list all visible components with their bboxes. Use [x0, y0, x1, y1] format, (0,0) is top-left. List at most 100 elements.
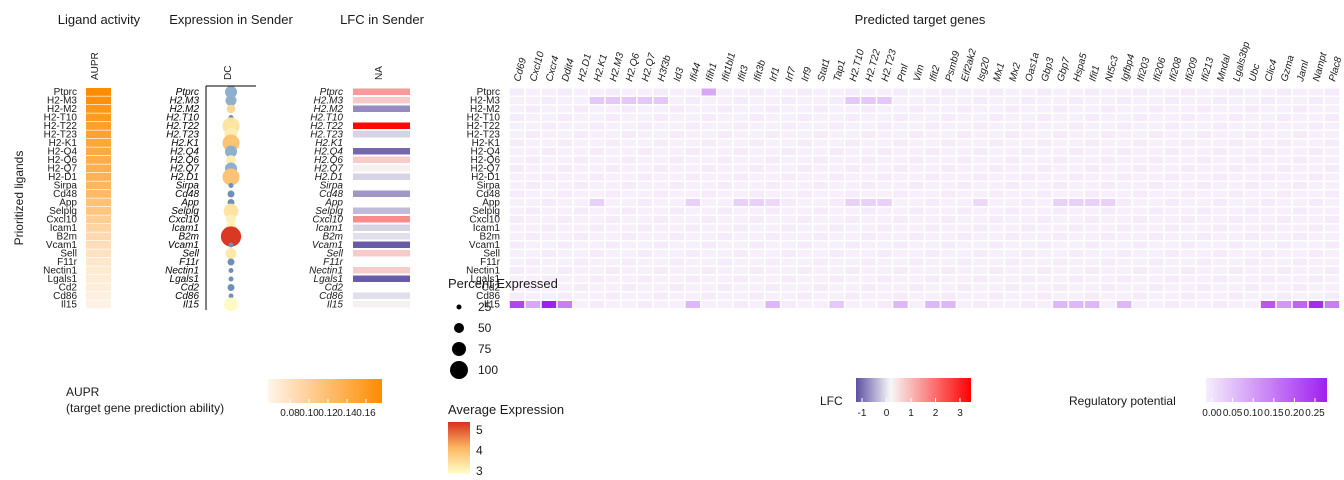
target-cell [813, 148, 828, 155]
target-cell [893, 284, 908, 291]
target-cell [1276, 131, 1292, 138]
lfc-cell [353, 156, 410, 163]
target-cell [509, 301, 525, 308]
expr-row-label: B2m [178, 231, 199, 242]
target-cell [1260, 139, 1276, 147]
target-cell [605, 224, 621, 232]
target-cell [1133, 216, 1148, 223]
target-cell [733, 224, 748, 232]
target-cell [1244, 284, 1260, 291]
target-cell [1005, 241, 1020, 249]
target-cell [765, 207, 780, 215]
target-cell [637, 97, 653, 104]
target-cell [1212, 292, 1228, 300]
target-row-label: Nectin1 [466, 265, 500, 276]
target-cell [941, 267, 956, 274]
target-cell [541, 105, 557, 113]
target-cell [1212, 131, 1228, 138]
reg-legend-tick-label: 0.10 [1243, 408, 1263, 419]
expr-dot [223, 203, 239, 219]
target-cell [589, 250, 605, 257]
target-cell [557, 105, 573, 113]
target-cell [1101, 139, 1116, 147]
target-cell [1324, 292, 1340, 300]
target-cell [829, 131, 844, 138]
target-cell [941, 284, 956, 291]
target-row-label: Ptprc [477, 87, 500, 98]
lfc-row-label: H2.T23 [310, 129, 343, 140]
lfc-heatmap: PtprcH2.M3H2.M2H2.T10H2.T22H2.T23H2.K1H2… [309, 87, 410, 310]
target-cell [1196, 88, 1212, 96]
target-cell [1133, 173, 1148, 181]
target-cell [941, 207, 956, 215]
expr-dot [226, 155, 236, 165]
target-cell [973, 258, 988, 266]
target-cell [1149, 122, 1164, 130]
target-cell [621, 241, 637, 249]
target-cell [973, 114, 988, 121]
target-col-label: H2.D1 [576, 53, 594, 83]
target-cell [605, 190, 621, 198]
target-cell [509, 105, 525, 113]
target-cell [861, 275, 876, 283]
lfc-cell [353, 190, 410, 197]
target-cell [509, 190, 525, 198]
aupr-row-label: H2-Q7 [48, 163, 78, 174]
target-cell [621, 224, 637, 232]
target-cell [605, 131, 621, 138]
target-cell [797, 241, 812, 249]
target-row-label: H2-Q7 [471, 163, 501, 174]
target-cell [557, 139, 573, 147]
target-cell [1117, 292, 1132, 300]
target-cell [1053, 250, 1068, 257]
target-cell [1228, 182, 1244, 189]
target-cell [1228, 267, 1244, 274]
target-cell [973, 165, 988, 172]
target-cell [749, 148, 764, 155]
expr-row-label: H2.Q4 [170, 146, 199, 157]
target-cell [1228, 292, 1244, 300]
lfc-row-label: Nectin1 [309, 265, 343, 276]
target-cell [589, 275, 605, 283]
target-cell [653, 292, 668, 300]
target-cell [1021, 301, 1036, 308]
target-cell [1212, 139, 1228, 147]
target-cell [557, 301, 573, 308]
lfc-cell [353, 207, 410, 214]
target-cell [1260, 156, 1276, 164]
target-cell [1228, 88, 1244, 96]
target-cell [1117, 207, 1132, 215]
aupr-row-label: H2-Q4 [48, 146, 78, 157]
target-cell [893, 114, 908, 121]
target-cell [1021, 224, 1036, 232]
target-cell [829, 182, 844, 189]
target-cell [1164, 122, 1180, 130]
target-cell [797, 156, 812, 164]
target-cell [1133, 301, 1148, 308]
aupr-legend-tick-label: 0.12 [318, 408, 338, 419]
lfc-cell [353, 165, 410, 172]
target-cell [557, 190, 573, 198]
target-cell [877, 156, 892, 164]
target-cell [1085, 284, 1100, 291]
target-cell [1212, 284, 1228, 291]
target-cell [717, 267, 732, 274]
target-cell [525, 97, 541, 104]
target-cell [909, 284, 924, 291]
target-cell [1228, 301, 1244, 308]
target-cell [1117, 156, 1132, 164]
target-cell [781, 250, 796, 257]
target-cell [1276, 250, 1292, 257]
target-cell [557, 284, 573, 291]
target-cell [1149, 105, 1164, 113]
target-cell [1164, 292, 1180, 300]
target-cell [957, 182, 972, 189]
target-cell [1196, 267, 1212, 274]
expr-row-label: Selplg [171, 206, 199, 217]
target-cell [1149, 199, 1164, 206]
target-cell [733, 131, 748, 138]
target-cell [845, 258, 860, 266]
target-cell [1101, 250, 1116, 257]
target-cell [829, 156, 844, 164]
target-cell [765, 148, 780, 155]
